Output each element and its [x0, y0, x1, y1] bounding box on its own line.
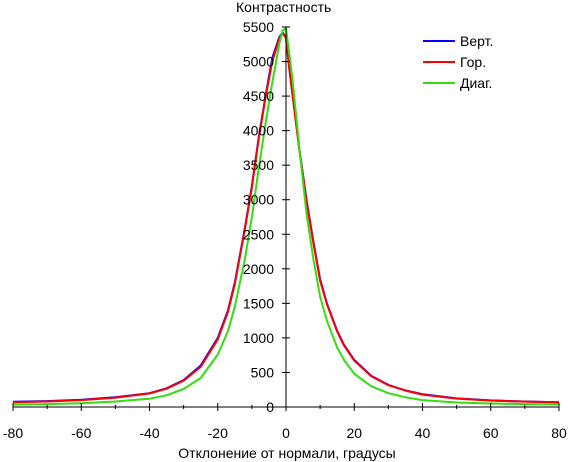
legend-label-3: Диаг. — [460, 75, 492, 91]
x-tick-label: 60 — [483, 425, 499, 441]
y-tick-label: 1500 — [243, 295, 274, 311]
y-tick-label: 2000 — [243, 261, 274, 277]
y-tick-label: 4500 — [243, 88, 274, 104]
y-tick-label: 3000 — [243, 192, 274, 208]
x-tick-label: -60 — [71, 425, 91, 441]
x-tick-label: -40 — [139, 425, 159, 441]
legend-label-2: Гор. — [460, 54, 486, 70]
legend: Верт. Гор. Диаг. — [423, 33, 493, 91]
x-tick-label: 0 — [282, 425, 290, 441]
y-tick-label: 4000 — [243, 123, 274, 139]
legend-label-1: Верт. — [460, 33, 493, 49]
y-tick-label: 3500 — [243, 157, 274, 173]
y-tick-label: 1000 — [243, 330, 274, 346]
y-tick-label: 500 — [251, 364, 275, 380]
y-tick-label: 5000 — [243, 54, 274, 70]
y-tick-label: 5500 — [243, 19, 274, 35]
y-axis-title: Контрастность — [236, 0, 331, 15]
x-axis-title: Отклонение от нормали, градусы — [178, 445, 395, 461]
x-tick-label: 80 — [551, 425, 567, 441]
x-tick-label: -80 — [3, 425, 23, 441]
y-tick-label: 2500 — [243, 226, 274, 242]
x-tick-label: 40 — [415, 425, 431, 441]
x-tick-label: -20 — [208, 425, 228, 441]
y-tick-label: 0 — [266, 399, 274, 415]
axes-layer: -80 -60 -40 -20 0 20 40 60 80 0 500 1000 1500 2000 250… — [3, 19, 567, 441]
x-tick-label: 20 — [346, 425, 362, 441]
